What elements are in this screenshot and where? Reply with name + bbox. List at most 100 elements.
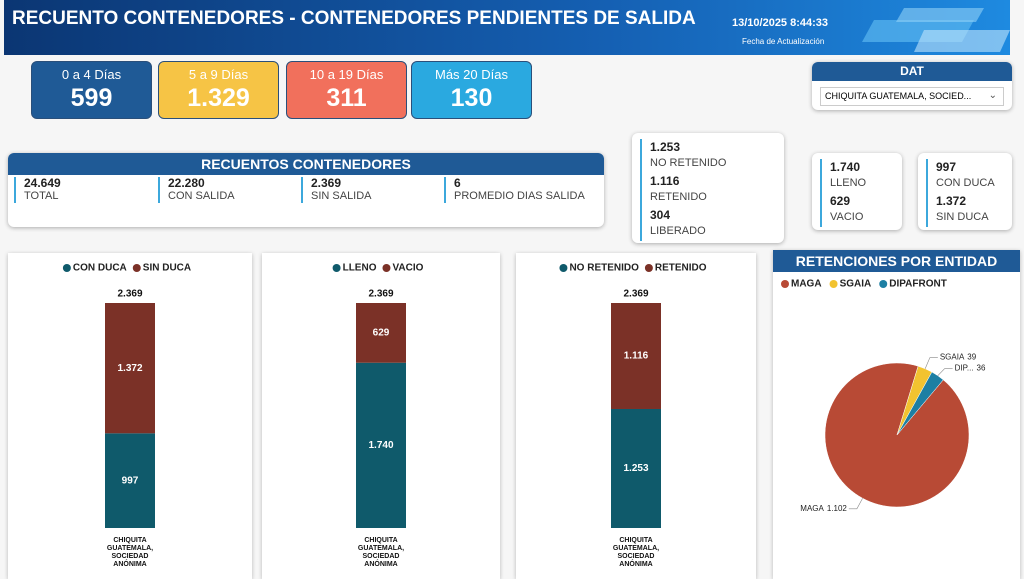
legend-marker	[781, 280, 789, 288]
value-label: 1.116	[624, 351, 649, 362]
slice-name: DIP...	[955, 364, 974, 373]
chart: CON DUCA SIN DUCA 2.369 997 1.372	[62, 263, 191, 528]
summary-card: RECUENTOS CONTENEDORES 24.649 TOTAL 22.280…	[8, 153, 604, 227]
legend-label: MAGA	[791, 279, 822, 290]
status-label: NO RETENIDO	[650, 157, 727, 169]
summary-value: 22.280	[168, 176, 205, 190]
page-title: RECUENTO CONTENEDORES - CONTENEDORES PEN…	[12, 8, 696, 29]
legend-label: NO RETENIDO	[569, 263, 639, 274]
legend-marker	[62, 264, 71, 272]
kpi-card: 10 a 19 Días 311	[286, 61, 407, 119]
summary-label: TOTAL	[24, 190, 59, 202]
status-value: 1.740	[830, 160, 861, 174]
legend-label: CON DUCA	[73, 263, 127, 274]
kpi-card: Más 20 Días 130	[411, 61, 532, 119]
total-label: 2.369	[117, 289, 142, 300]
bar-segment	[105, 433, 155, 528]
value-label: 1.253	[623, 463, 648, 474]
slicer-title: DAT	[812, 62, 1012, 81]
summary-label: SIN SALIDA	[311, 190, 372, 202]
legend: NO RETENIDO RETENIDO	[559, 263, 707, 274]
slicer-selected: CHIQUITA GUATEMALA, SOCIED...	[825, 91, 972, 101]
slice-value: 1.102	[827, 504, 848, 513]
legend-label: RETENIDO	[655, 263, 707, 274]
legend-marker	[332, 264, 341, 272]
slice-name: SGAIA	[940, 353, 965, 362]
legend-marker	[829, 280, 838, 288]
summary-title: RECUENTOS CONTENEDORES	[8, 153, 604, 175]
status-value: 629	[830, 194, 851, 208]
legend-label: DIPAFRONT	[889, 279, 947, 290]
category-label: CHIQUITA GUATEMALA, SOCIEDAD ANÓNIMA	[357, 537, 405, 568]
summary-value: 6	[454, 176, 461, 190]
value-label: 997	[122, 475, 139, 486]
bar-segment	[611, 303, 661, 409]
chevron: ⌄	[988, 90, 997, 101]
kpi-card: 0 a 4 Días 599	[31, 61, 152, 119]
leader-line	[848, 498, 863, 510]
status-label: LIBERADO	[650, 225, 706, 237]
summary-label: CON SALIDA	[168, 190, 235, 202]
kpi-label: 0 a 4 Días	[61, 67, 122, 82]
category-label: CHIQUITA GUATEMALA, SOCIEDAD ANÓNIMA	[612, 537, 660, 568]
kpi-label: 5 a 9 Días	[188, 67, 249, 82]
bar-segment	[356, 303, 406, 363]
slice-name: MAGA	[800, 504, 824, 513]
legend-marker	[559, 264, 568, 272]
status-card: 997 CON DUCA 1.372 SIN DUCA	[918, 153, 1012, 230]
status-label: RETENIDO	[650, 191, 707, 203]
summary-value: 24.649	[24, 176, 61, 190]
status-value: 304	[650, 208, 671, 222]
chart: LLENO VACIO 2.369 1.740 629	[332, 263, 424, 528]
slicer-dropdown[interactable]: CHIQUITA GUATEMALA, SOCIED... ⌄	[820, 87, 1004, 106]
status-label: SIN DUCA	[936, 211, 989, 223]
legend-label: SGAIA	[840, 279, 872, 290]
status-label: CON DUCA	[936, 177, 995, 189]
chart-title: RETENCIONES POR ENTIDAD	[773, 250, 1020, 272]
status-card: 1.740 LLENO 629 VACIO	[812, 153, 902, 230]
status-label: VACIO	[830, 211, 864, 223]
status-value: 1.253	[650, 140, 681, 154]
legend-label: SIN DUCA	[143, 263, 191, 274]
header-decoration	[862, 8, 1010, 52]
status-value: 1.372	[936, 194, 967, 208]
kpi-label: Más 20 Días	[435, 67, 508, 82]
summary-item: 24.649 TOTAL	[14, 177, 61, 203]
summary-item: 6 PROMEDIO DIAS SALIDA	[444, 177, 585, 203]
status-label: LLENO	[830, 177, 867, 189]
slice-label: DIP... 36	[955, 364, 986, 373]
value-label: 1.372	[117, 363, 142, 374]
kpi-value: 130	[450, 84, 493, 112]
summary-value: 2.369	[311, 176, 342, 190]
slice-value: 39	[967, 353, 976, 362]
leader-line	[924, 357, 938, 369]
chart-panel: MAGA SGAIA DIPAFRONT MAGA 1.102 SGAIA 39 DIP...…	[773, 250, 1020, 579]
slice-label: MAGA 1.102	[800, 504, 847, 513]
value-label: 629	[373, 328, 390, 339]
chart-panel: LLENO VACIO 2.369 1.740 629 CHIQUITA GUATEMAL…	[262, 253, 500, 579]
kpi-value: 1.329	[187, 84, 250, 112]
legend-marker	[879, 280, 888, 288]
bar-segment	[356, 362, 406, 528]
total-label: 2.369	[368, 289, 393, 300]
legend: CON DUCA SIN DUCA	[62, 263, 191, 274]
summary-item: 2.369 SIN SALIDA	[301, 177, 372, 203]
total-label: 2.369	[623, 289, 648, 300]
category-label: CHIQUITA GUATEMALA, SOCIEDAD ANÓNIMA	[106, 537, 154, 568]
leader-line	[937, 368, 953, 376]
legend: LLENO VACIO	[332, 263, 424, 274]
kpi-label: 10 a 19 Días	[309, 67, 384, 82]
value-label: 1.740	[368, 440, 393, 451]
update-label: Fecha de Actualización	[742, 37, 825, 46]
slicer[interactable]: DAT CHIQUITA GUATEMALA, SOCIED... ⌄	[812, 62, 1012, 110]
pie-slice	[896, 371, 944, 436]
status-value: 997	[936, 160, 957, 174]
bar-segment	[105, 303, 155, 434]
bar-segment	[611, 408, 661, 528]
slice-value: 36	[977, 364, 986, 373]
kpi-card: 5 a 9 Días 1.329	[158, 61, 279, 119]
status-items: 1.253 NO RETENIDO 1.116 RETENIDO 304 LIBERADO	[640, 139, 726, 241]
kpi-value: 311	[326, 84, 367, 112]
